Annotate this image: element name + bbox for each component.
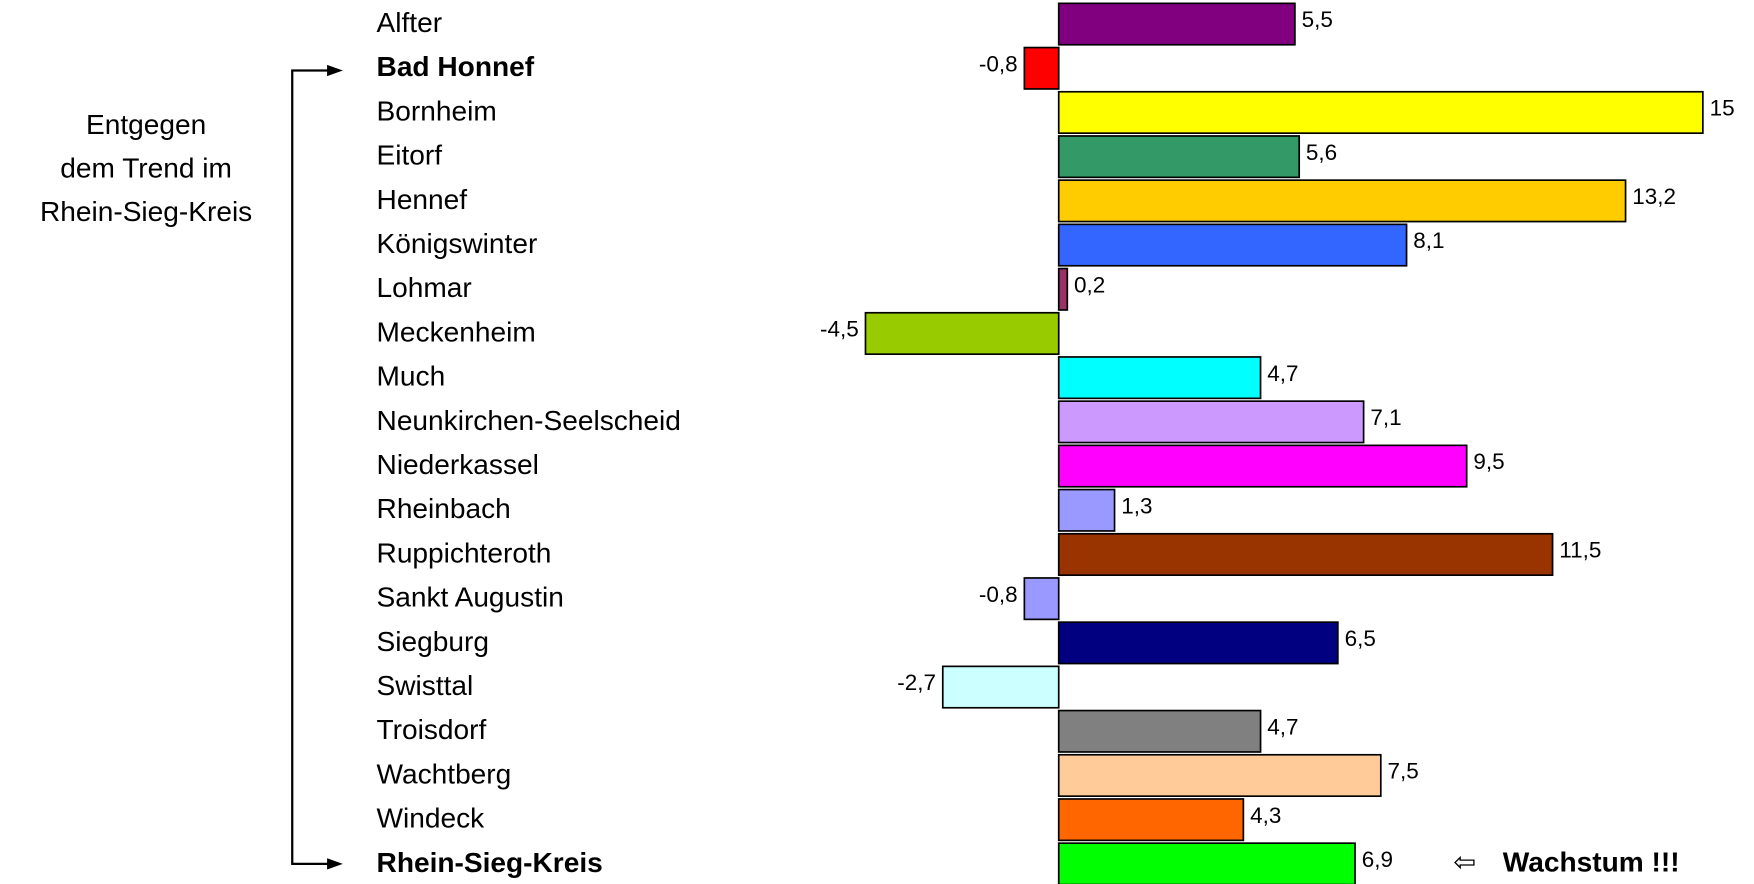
annotation: Rhein-Sieg-Kreis [40,196,252,227]
data-label: 7,5 [1388,759,1419,784]
category-label: Hennef [377,184,468,215]
category-label: Swisttal [377,670,474,701]
category-label: Lohmar [377,272,472,303]
annotation: Entgegen [86,109,206,140]
bar [941,665,1060,709]
data-label: 6,5 [1345,626,1376,651]
data-label: 5,5 [1302,7,1333,32]
bar [1057,223,1408,267]
category-label: Rhein-Sieg-Kreis [377,847,603,878]
bracket [291,69,332,865]
bar [1057,179,1627,223]
bar [1057,709,1262,753]
data-label: -4,5 [820,317,859,342]
category-label: Siegburg [377,626,489,657]
category-label: Wachtberg [377,758,512,789]
bar [1057,400,1365,444]
category-label: Sankt Augustin [377,582,564,613]
data-label: -2,7 [897,670,936,695]
data-label: 8,1 [1413,228,1444,253]
bar [1057,90,1704,135]
data-label: 0,2 [1074,272,1105,297]
category-label: Bad Honnef [377,51,535,82]
bar [1057,444,1468,488]
data-label: -0,8 [979,51,1018,76]
bar [1057,621,1339,665]
data-label: 1,3 [1121,493,1152,518]
plot: Entgegen dem Trend im Rhein-Sieg-Kreis ⇦… [40,2,1735,884]
category-label: Niederkassel [377,449,539,480]
data-label: 13,2 [1632,184,1676,209]
arrowheads [327,64,343,870]
data-label: -0,8 [979,582,1018,607]
data-label: 4,7 [1267,714,1298,739]
category-label: Windeck [377,803,486,834]
callout: Wachstum !!! [1503,846,1680,877]
category-label: Neunkirchen-Seelscheid [377,405,681,436]
category-label: Troisdorf [377,714,487,745]
bar [864,311,1060,356]
bar [1023,46,1060,90]
category-label: Rheinbach [377,493,511,524]
data-label: 7,1 [1370,405,1401,430]
bar [1057,532,1554,577]
callout-arrow: ⇦ [1453,847,1476,877]
bar [1057,2,1296,46]
bar [1057,753,1382,798]
data-label: 5,6 [1306,140,1337,165]
category-label: Eitorf [377,140,443,171]
bar [1057,135,1301,179]
category-label: Königswinter [377,228,538,259]
bar [1057,842,1356,884]
data-label: 4,3 [1250,803,1281,828]
bar [1023,577,1060,621]
data-label: 11,5 [1559,538,1601,563]
category-label: Alfter [377,7,443,38]
data-label: 15 [1710,96,1735,121]
data-label: 9,5 [1473,449,1504,474]
bar [1057,356,1262,400]
category-label: Bornheim [377,95,497,126]
annotation: dem Trend im [60,153,232,184]
data-label: 4,7 [1267,361,1298,386]
category-label: Ruppichteroth [377,537,552,568]
bar [1057,798,1245,842]
category-label: Much [377,361,446,392]
category-label: Meckenheim [377,316,536,347]
bar [1057,267,1069,311]
data-label: 6,9 [1362,847,1393,872]
bar [1057,488,1116,532]
